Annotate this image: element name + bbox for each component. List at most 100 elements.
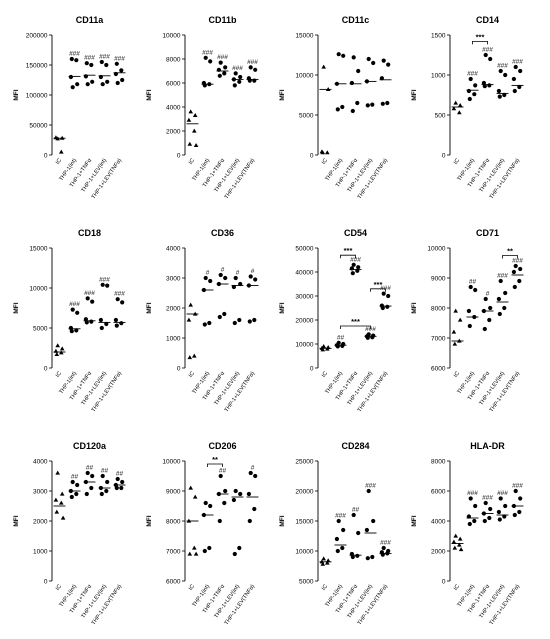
- data-point: [248, 274, 253, 279]
- y-tick-label: 0: [44, 152, 48, 159]
- data-point: [233, 488, 238, 494]
- data-point: [113, 317, 118, 323]
- data-point: [468, 496, 473, 501]
- significance-marker: ###: [247, 59, 258, 66]
- significance-marker: ##: [219, 468, 227, 475]
- data-point: [513, 263, 518, 269]
- y-tick-label: 0: [442, 578, 446, 585]
- data-point: [69, 494, 74, 500]
- data-point: [75, 310, 80, 315]
- data-point: [366, 488, 371, 494]
- chart-title: CD54: [344, 228, 367, 238]
- chart-panel-cd11a: CD11a050000100000150000200000MFIICTHP-1(…: [13, 15, 126, 200]
- significance-marker: ###: [69, 301, 80, 308]
- data-point: [83, 317, 88, 322]
- data-point: [483, 500, 488, 506]
- data-point: [192, 545, 197, 550]
- data-point: [115, 476, 120, 482]
- data-point: [232, 320, 237, 326]
- data-point: [341, 527, 346, 533]
- y-tick-label: 7000: [166, 548, 181, 555]
- data-point: [119, 485, 124, 491]
- data-point: [233, 71, 238, 76]
- data-point: [84, 61, 89, 66]
- data-point: [320, 347, 326, 352]
- significance-marker: ##: [337, 334, 345, 341]
- data-point: [89, 62, 94, 68]
- significance-marker: ##: [469, 279, 477, 286]
- data-point: [386, 62, 391, 67]
- data-point: [68, 74, 73, 80]
- data-point: [497, 517, 502, 522]
- chart-panel-cd71: CD71600070008000900010000MFIICTHP-1(int)…: [411, 228, 524, 413]
- data-point: [247, 319, 252, 324]
- data-point: [502, 305, 507, 311]
- data-point: [218, 272, 223, 278]
- y-tick-label: 3000: [33, 488, 48, 495]
- data-point: [356, 530, 361, 536]
- y-tick-label: 0: [44, 365, 48, 372]
- y-tick-label: 50000: [29, 122, 47, 129]
- chart-title: CD206: [208, 441, 236, 451]
- data-point: [351, 262, 356, 267]
- data-point: [457, 542, 462, 547]
- data-point: [85, 470, 90, 476]
- y-axis-label: MFI: [279, 302, 286, 313]
- y-axis-label: MFI: [146, 515, 153, 526]
- y-tick-label: 7000: [431, 335, 446, 342]
- y-tick-label: 8000: [166, 518, 181, 525]
- bracket-label: ***: [351, 317, 360, 326]
- data-point: [187, 355, 193, 360]
- data-point: [90, 473, 95, 479]
- data-point: [202, 322, 207, 327]
- y-tick-label: 5000: [33, 325, 48, 332]
- category-tick-label: IC: [453, 371, 461, 379]
- data-point: [335, 107, 340, 112]
- data-point: [467, 96, 472, 102]
- data-point: [350, 271, 355, 276]
- data-point: [192, 353, 197, 358]
- data-point: [218, 60, 223, 65]
- data-point: [482, 326, 487, 332]
- significance-marker: ###: [99, 54, 110, 61]
- data-point: [325, 150, 330, 155]
- chart-title: CD11c: [342, 15, 370, 25]
- y-axis-label: MFI: [146, 302, 153, 313]
- data-point: [187, 141, 193, 146]
- data-point: [115, 80, 120, 86]
- y-axis-label: MFI: [411, 515, 418, 526]
- y-tick-label: 10000: [162, 458, 180, 465]
- data-point: [355, 100, 360, 106]
- significance-marker: ###: [482, 47, 493, 54]
- data-point: [253, 473, 258, 479]
- y-tick-label: 4000: [166, 245, 181, 252]
- chart-title: CD11a: [76, 15, 105, 25]
- data-point: [482, 84, 487, 89]
- data-point: [487, 317, 492, 323]
- comparison-bracket: [370, 288, 386, 292]
- significance-marker: ###: [512, 483, 523, 490]
- data-point: [334, 536, 339, 542]
- data-point: [120, 300, 125, 305]
- data-point: [104, 62, 109, 68]
- data-point: [453, 100, 458, 105]
- data-point: [99, 491, 104, 497]
- y-tick-label: 4000: [166, 104, 181, 111]
- data-point: [84, 491, 89, 497]
- data-point: [457, 103, 463, 107]
- data-point: [223, 488, 228, 494]
- y-tick-label: 4000: [431, 518, 446, 525]
- y-tick-label: 2000: [166, 305, 181, 312]
- y-axis-label: MFI: [411, 89, 418, 100]
- data-point: [512, 284, 517, 290]
- y-tick-label: 0: [177, 152, 181, 159]
- data-point: [336, 518, 341, 524]
- data-point: [85, 82, 90, 87]
- y-tick-label: 2000: [33, 518, 48, 525]
- data-point: [186, 317, 192, 322]
- y-tick-label: 0: [310, 152, 314, 159]
- data-point: [222, 311, 227, 317]
- data-point: [253, 67, 258, 72]
- data-point: [203, 55, 208, 60]
